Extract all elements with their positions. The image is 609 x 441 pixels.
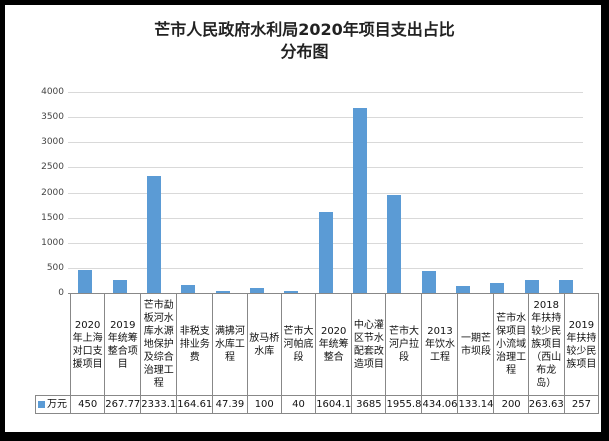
category-label: 2019年统筹整合项目 bbox=[107, 319, 138, 370]
bar bbox=[319, 212, 333, 293]
value-cell: 3685 bbox=[351, 395, 387, 414]
category-cell: 芒市大河户拉段 bbox=[385, 293, 423, 396]
bar bbox=[113, 280, 127, 293]
value-cell: 164.61 bbox=[176, 395, 214, 414]
category-label: 一期芒市坝段 bbox=[460, 332, 491, 357]
category-cell: 中心灌区节水配套改造项目 bbox=[351, 293, 387, 396]
y-tick-label: 4000 bbox=[41, 87, 64, 97]
category-label: 2019年扶持较少民族项目 bbox=[566, 319, 597, 370]
category-label: 2018年扶持较少民族项目（西山布龙岛） bbox=[531, 300, 562, 389]
category-label: 芒市水保项目小流域治理工程 bbox=[496, 313, 527, 376]
value-cell: 100 bbox=[246, 395, 282, 414]
y-tick-label: 2500 bbox=[41, 162, 64, 172]
bar bbox=[456, 286, 470, 293]
bar bbox=[284, 291, 298, 293]
gridline bbox=[68, 193, 583, 194]
chart-title-line2: 分布图 bbox=[280, 42, 329, 61]
bar bbox=[216, 291, 230, 293]
category-label: 2013年饮水工程 bbox=[424, 326, 455, 363]
y-tick-label: 1000 bbox=[41, 238, 64, 248]
value-row: 万元 450 267.77 2333.1 164.61 47.39 100 40 1604.1… bbox=[35, 395, 600, 414]
bar bbox=[422, 271, 436, 293]
bar bbox=[147, 176, 161, 293]
category-cell: 一期芒市坝段 bbox=[457, 293, 495, 396]
category-label: 放马桥水库 bbox=[249, 332, 280, 357]
legend-cell: 万元 bbox=[35, 395, 71, 414]
value-cell: 434.06 bbox=[421, 395, 459, 414]
bar bbox=[250, 288, 264, 293]
y-tick-label: 1500 bbox=[41, 213, 64, 223]
chart-title: 芒市人民政府水利局2020年项目支出占比 分布图 bbox=[0, 19, 609, 63]
category-cell: 2020年统筹整合 bbox=[315, 293, 353, 396]
value-cell: 263.63 bbox=[527, 395, 565, 414]
bar bbox=[353, 108, 367, 293]
value-cell: 267.77 bbox=[104, 395, 142, 414]
value-cell: 133.14 bbox=[457, 395, 495, 414]
y-tick-label: 500 bbox=[46, 263, 64, 273]
category-label: 中心灌区节水配套改造项目 bbox=[353, 319, 384, 370]
chart-title-line1: 芒市人民政府水利局2020年项目支出占比 bbox=[154, 20, 455, 39]
y-tick-label: 3500 bbox=[41, 112, 64, 122]
category-cell: 非税支排业务费 bbox=[176, 293, 214, 396]
table-corner bbox=[36, 294, 71, 396]
category-cell: 2019年扶持较少民族项目 bbox=[563, 293, 600, 396]
bar bbox=[78, 270, 92, 293]
bar bbox=[525, 280, 539, 293]
data-table: 2020年上海对口支援项目 2019年统筹整合项目 芒市勐板河水库水源地保护及综合治… bbox=[35, 293, 600, 414]
bar bbox=[181, 285, 195, 293]
category-cell: 2018年扶持较少民族项目（西山布龙岛） bbox=[527, 293, 565, 396]
y-tick-label: 0 bbox=[58, 288, 64, 298]
category-cell: 2019年统筹整合项目 bbox=[104, 293, 142, 396]
category-cell: 2013年饮水工程 bbox=[421, 293, 459, 396]
plot-area bbox=[68, 92, 583, 293]
legend-label: 万元 bbox=[47, 399, 67, 410]
square-swatch-icon bbox=[38, 400, 45, 408]
value-cell: 47.39 bbox=[212, 395, 248, 414]
category-label: 满拂河水库工程 bbox=[214, 326, 245, 363]
category-label: 芒市大河帕底段 bbox=[283, 326, 314, 363]
category-cell: 芒市勐板河水库水源地保护及综合治理工程 bbox=[140, 293, 178, 396]
y-tick-label: 2000 bbox=[41, 188, 64, 198]
gridline bbox=[68, 167, 583, 168]
category-cell: 芒市水保项目小流域治理工程 bbox=[493, 293, 529, 396]
value-cell: 257 bbox=[563, 395, 600, 414]
category-row: 2020年上海对口支援项目 2019年统筹整合项目 芒市勐板河水库水源地保护及综合治… bbox=[36, 293, 600, 396]
category-cell: 2020年上海对口支援项目 bbox=[69, 293, 106, 396]
category-cell: 满拂河水库工程 bbox=[212, 293, 248, 396]
gridline bbox=[68, 92, 583, 93]
value-cell: 1604.1 bbox=[315, 395, 353, 414]
y-tick-label: 3000 bbox=[41, 137, 64, 147]
category-label: 非税支排业务费 bbox=[179, 326, 210, 363]
category-label: 芒市大河户拉段 bbox=[388, 326, 419, 363]
category-cell: 放马桥水库 bbox=[246, 293, 282, 396]
category-label: 2020年统筹整合 bbox=[318, 326, 349, 363]
bar bbox=[559, 280, 573, 293]
bar bbox=[490, 283, 504, 293]
value-cell: 1955.8 bbox=[385, 395, 423, 414]
category-label: 芒市勐板河水库水源地保护及综合治理工程 bbox=[143, 300, 174, 389]
value-cell: 200 bbox=[493, 395, 529, 414]
value-cell: 2333.1 bbox=[140, 395, 178, 414]
value-cell: 40 bbox=[280, 395, 317, 414]
category-label: 2020年上海对口支援项目 bbox=[72, 319, 103, 370]
gridline bbox=[68, 142, 583, 143]
bar bbox=[387, 195, 401, 293]
gridline bbox=[68, 117, 583, 118]
category-cell: 芒市大河帕底段 bbox=[280, 293, 317, 396]
value-cell: 450 bbox=[69, 395, 106, 414]
